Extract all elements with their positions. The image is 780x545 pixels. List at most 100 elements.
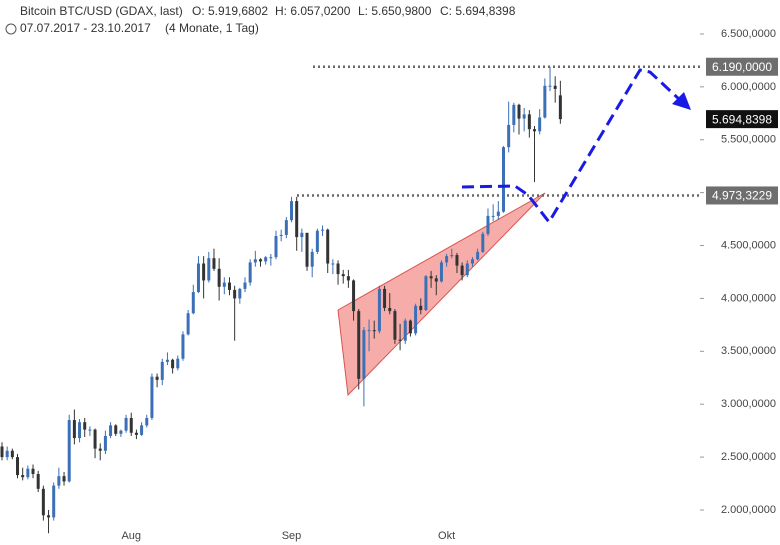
wedge-annotation bbox=[337, 192, 546, 397]
candle-body bbox=[274, 236, 278, 258]
candle-body bbox=[171, 359, 175, 369]
candle-body bbox=[512, 104, 516, 125]
candle-body bbox=[98, 448, 102, 451]
y-tick-label: 4.500,0000 bbox=[721, 239, 776, 251]
header: Bitcoin BTC/USD (GDAX, last) O: 5.919,68… bbox=[5, 4, 516, 35]
candle-body bbox=[486, 215, 490, 234]
candle-body bbox=[21, 475, 25, 478]
candle-body bbox=[491, 215, 495, 217]
candle-body bbox=[233, 289, 237, 299]
candle-body bbox=[41, 488, 45, 516]
candle-body bbox=[181, 334, 185, 359]
candle-body bbox=[558, 95, 562, 120]
candle-body bbox=[367, 330, 371, 332]
candle-body bbox=[455, 255, 459, 266]
candle-body bbox=[10, 450, 14, 458]
candle-body bbox=[191, 292, 195, 314]
candle-body bbox=[145, 417, 149, 426]
candle-body bbox=[16, 457, 20, 476]
candle-body bbox=[26, 468, 30, 478]
level-label-box bbox=[706, 186, 778, 205]
candle-body bbox=[419, 305, 423, 311]
candle-body bbox=[315, 230, 319, 252]
candle-body bbox=[52, 485, 56, 518]
close-value: C: 5.694,8398 bbox=[440, 4, 516, 18]
candle-body bbox=[501, 147, 505, 212]
candle-body bbox=[434, 278, 438, 282]
candle-body bbox=[393, 311, 397, 340]
candle-body bbox=[284, 220, 288, 235]
candle-body bbox=[72, 420, 76, 439]
candle-body bbox=[352, 280, 356, 312]
level-label: 6.190,0000 bbox=[712, 60, 772, 74]
candle-body bbox=[346, 276, 350, 281]
candle-body bbox=[119, 430, 123, 434]
last-price-box bbox=[706, 110, 778, 129]
candle-body bbox=[134, 432, 138, 435]
candle-body bbox=[336, 263, 340, 275]
candle-body bbox=[83, 422, 87, 430]
candle-body bbox=[124, 417, 128, 431]
candle-body bbox=[259, 259, 262, 262]
candle-body bbox=[305, 232, 309, 267]
candle-body bbox=[476, 251, 480, 260]
x-tick-label: Okt bbox=[438, 530, 455, 542]
y-tick-label: 6.000,0000 bbox=[721, 81, 776, 93]
candle-body bbox=[160, 361, 164, 380]
candle-body bbox=[269, 257, 273, 259]
candle-body bbox=[165, 359, 169, 362]
candle-body bbox=[527, 114, 531, 130]
candle-body bbox=[439, 262, 443, 282]
forecast-arrow bbox=[672, 92, 691, 110]
date-range: 07.07.2017 - 23.10.2017 bbox=[20, 21, 151, 35]
y-tick-label: 5.500,0000 bbox=[721, 134, 776, 146]
candle-body bbox=[67, 420, 71, 482]
candle-body bbox=[414, 305, 418, 334]
clock-icon bbox=[5, 23, 17, 35]
candle-body bbox=[460, 265, 464, 276]
candle-body bbox=[103, 435, 107, 451]
candle-body bbox=[398, 339, 402, 341]
candle-body bbox=[253, 259, 257, 263]
candle-body bbox=[238, 288, 242, 299]
candle-body bbox=[326, 229, 330, 264]
candle-body bbox=[93, 429, 97, 449]
candle-body bbox=[227, 282, 231, 290]
candle-body bbox=[47, 515, 51, 518]
candle-body bbox=[538, 117, 542, 132]
candle-body bbox=[155, 376, 159, 380]
candle-body bbox=[341, 274, 345, 277]
candle-body bbox=[264, 257, 268, 262]
candle-body bbox=[470, 259, 474, 264]
candle-body bbox=[88, 429, 92, 431]
candle-body bbox=[543, 85, 547, 118]
y-tick-label: 4.000,0000 bbox=[721, 292, 776, 304]
candle-body bbox=[295, 201, 299, 238]
candle-body bbox=[450, 255, 454, 257]
candle-body bbox=[290, 201, 294, 221]
candle-body bbox=[496, 211, 500, 216]
candle-body bbox=[222, 282, 226, 287]
candle-body bbox=[331, 263, 335, 265]
x-tick-label: Sep bbox=[282, 530, 302, 542]
candle-body bbox=[310, 251, 314, 267]
candle-body bbox=[78, 422, 82, 439]
candle-body bbox=[196, 263, 200, 293]
candle-body bbox=[388, 307, 392, 312]
candle-body bbox=[62, 476, 66, 482]
candle-body bbox=[553, 85, 557, 89]
candle-body bbox=[243, 282, 247, 289]
last-price-label: 5.694,8398 bbox=[712, 112, 772, 126]
candle-body bbox=[522, 114, 526, 119]
candle-body bbox=[429, 276, 433, 279]
candle-body bbox=[372, 330, 376, 332]
candle-body bbox=[362, 330, 366, 379]
candle-body bbox=[217, 268, 221, 287]
y-tick-label: 2.000,0000 bbox=[721, 504, 776, 516]
level-label-box bbox=[706, 57, 778, 76]
candle-body bbox=[114, 425, 118, 434]
candle-body bbox=[150, 376, 154, 418]
open-value: O: 5.919,6802 bbox=[192, 4, 268, 18]
candle-body bbox=[481, 233, 485, 252]
